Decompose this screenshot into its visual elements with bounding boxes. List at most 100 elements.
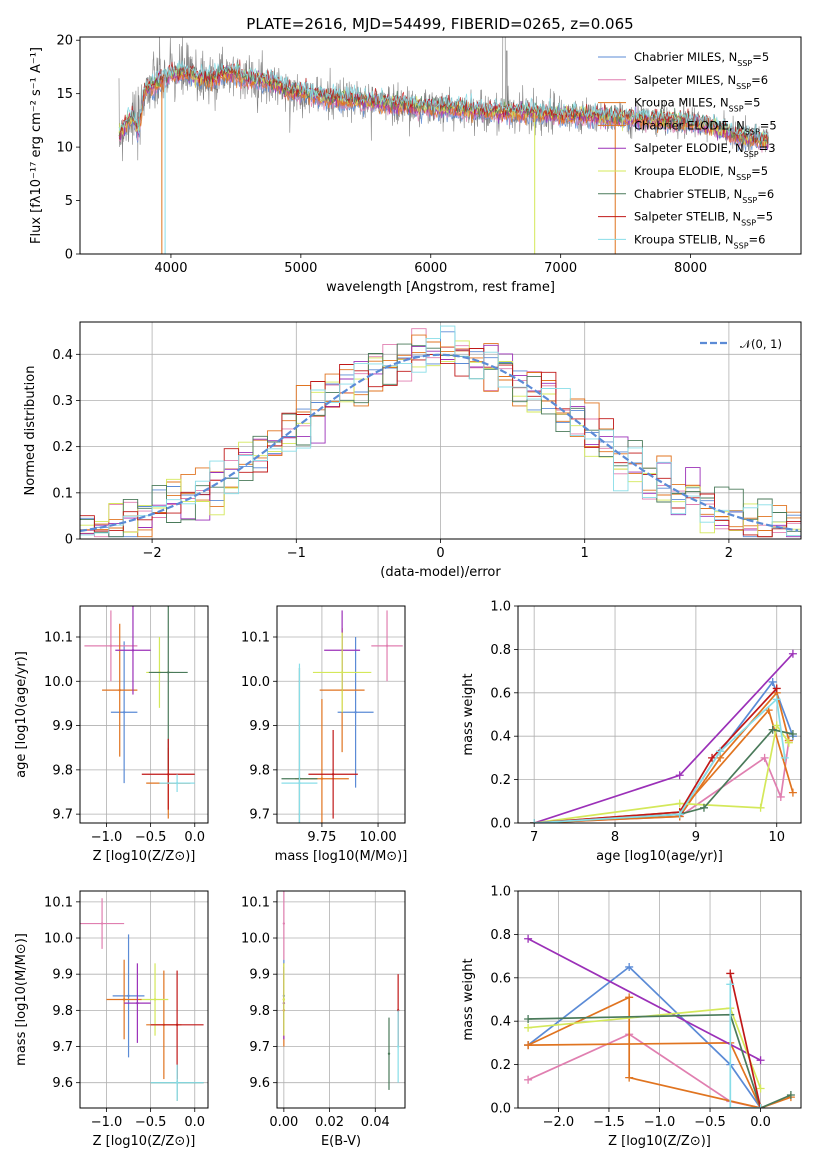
x-axis-label: Z [log10(Z/Z⊙)] (93, 1134, 196, 1149)
figure-title: PLATE=2616, MJD=54499, FIBERID=0265, z=0… (246, 15, 633, 33)
series-marker (788, 730, 797, 739)
legend-label: Kroupa STELIB, NSSP=6 (634, 232, 765, 250)
y-tick-label: 0.2 (490, 1058, 511, 1073)
series-marker (768, 677, 777, 686)
y-tick-label: 0.1 (52, 486, 73, 501)
series-marker (726, 969, 735, 978)
model-spectrum-3 (118, 68, 769, 150)
y-tick-label: 10.1 (44, 895, 73, 910)
axes-frame (79, 890, 209, 1109)
x-tick-label: 9.75 (307, 830, 336, 845)
y-tick-label: 1.0 (490, 600, 511, 615)
x-tick-label: 0.0 (750, 1115, 771, 1130)
y-tick-label: 9.6 (249, 1076, 270, 1091)
legend-label: Salpeter MILES, NSSP=6 (634, 73, 768, 91)
data-point (387, 1052, 391, 1055)
y-tick-label: 0.2 (52, 440, 73, 455)
x-tick-label: 5000 (284, 261, 317, 276)
axes-frame (276, 605, 406, 824)
series-marker (716, 747, 725, 756)
series-marker (756, 1056, 765, 1065)
x-tick-label: −1.0 (91, 1115, 123, 1130)
model-spectrum-9 (118, 60, 769, 143)
y-tick-label: 0.4 (52, 348, 73, 363)
x-tick-label: 0.0 (184, 1115, 205, 1130)
legend-label: Salpeter STELIB, NSSP=5 (634, 210, 773, 228)
y-tick-label: 9.9 (52, 968, 73, 983)
data-point (167, 671, 170, 674)
x-tick-label: 2 (725, 546, 733, 561)
histogram-9 (80, 325, 801, 537)
y-tick-label: 20 (56, 34, 73, 49)
mass-weight-vs-age-panel: 7 8 9 10 0.0 0.2 0.4 0.6 0.8 1.0 age [log10(age/yr… (461, 600, 802, 864)
series-marker (524, 1015, 533, 1024)
series-marker (760, 753, 769, 762)
data-point (109, 644, 113, 648)
data-point (175, 1023, 179, 1027)
x-tick-label: 0.00 (269, 1115, 298, 1130)
x-tick-label: 0.0 (184, 830, 205, 845)
series-marker (675, 771, 684, 780)
plot-area (524, 934, 795, 1108)
series-marker (756, 803, 765, 812)
spectrum-panel: 4000 5000 6000 7000 8000 0 5 10 15 20 wavelength [… (29, 34, 802, 295)
plot-area (84, 606, 195, 819)
data-point (298, 781, 301, 785)
y-axis-label: Normed distribution (23, 366, 38, 496)
series-marker (784, 738, 793, 747)
x-tick-label: 7 (530, 830, 538, 845)
data-point (175, 1081, 179, 1084)
data-point (167, 773, 170, 776)
x-tick-label: 7000 (544, 261, 577, 276)
y-tick-label: 0.4 (490, 1015, 511, 1030)
plot-area (530, 649, 797, 823)
series-marker (524, 1023, 533, 1032)
series-line-8 (534, 687, 778, 823)
x-tick-label: 8000 (674, 261, 707, 276)
y-tick-label: 10 (56, 141, 73, 156)
series-marker (788, 649, 797, 658)
y-tick-label: 0.0 (490, 817, 511, 832)
x-tick-label: −1 (287, 546, 306, 561)
series-marker (625, 962, 634, 971)
x-tick-label: 10 (768, 830, 785, 845)
y-tick-label: 10.0 (44, 675, 73, 690)
y-tick-label: 0.0 (490, 1102, 511, 1117)
x-axis-label: Z [log10(Z/Z⊙)] (93, 849, 196, 864)
series-marker (756, 1084, 765, 1093)
data-point (100, 922, 104, 925)
y-tick-label: 9.8 (249, 1004, 270, 1019)
series-marker (726, 980, 735, 989)
y-axis-label: Flux [fλ10⁻¹⁷ erg cm⁻² s⁻¹ A⁻¹] (29, 47, 44, 244)
y-tick-label: 10.0 (241, 675, 270, 690)
series-marker (524, 1041, 533, 1050)
axes-frame (79, 605, 209, 824)
axes-frame (79, 321, 802, 540)
series-marker (675, 810, 684, 819)
y-tick-label: 9.6 (52, 1076, 73, 1091)
series-marker (530, 819, 539, 823)
x-tick-label: −0.5 (135, 1115, 167, 1130)
data-point (320, 777, 324, 780)
series-marker (675, 799, 684, 808)
legend-label: Chabrier STELIB, NSSP=6 (634, 187, 774, 205)
data-point (396, 1045, 400, 1048)
y-tick-label: 0.8 (490, 643, 511, 658)
x-axis-label: Z [log10(Z/Z⊙)] (608, 1134, 711, 1149)
legend-label: Chabrier MILES, NSSP=5 (634, 50, 769, 68)
y-tick-label: 9.8 (52, 1004, 73, 1019)
y-tick-label: 9.7 (249, 1040, 270, 1055)
mass-weight-vs-metallicity-panel: −2.0 −1.5 −1.0 −0.5 0.0 0.0 0.2 0.4 0.6 0.8 1.0 Z [… (461, 885, 802, 1149)
series-marker (708, 753, 717, 762)
legend-label: Chabrier ELODIE, NSSP=5 (634, 118, 777, 136)
data-point (127, 994, 130, 998)
series-marker (772, 684, 781, 693)
x-tick-label: 4000 (154, 261, 187, 276)
y-tick-label: 0 (65, 248, 73, 263)
series-marker (699, 803, 708, 812)
axes-frame (276, 890, 406, 1109)
x-tick-label: 9 (692, 830, 700, 845)
x-tick-label: 0 (436, 546, 444, 561)
series-marker (524, 934, 533, 943)
mass-vs-metallicity-panel: −1.0 −0.5 0.0 9.6 9.7 9.8 9.9 10.0 10.1 Z [log10(… (14, 890, 209, 1149)
